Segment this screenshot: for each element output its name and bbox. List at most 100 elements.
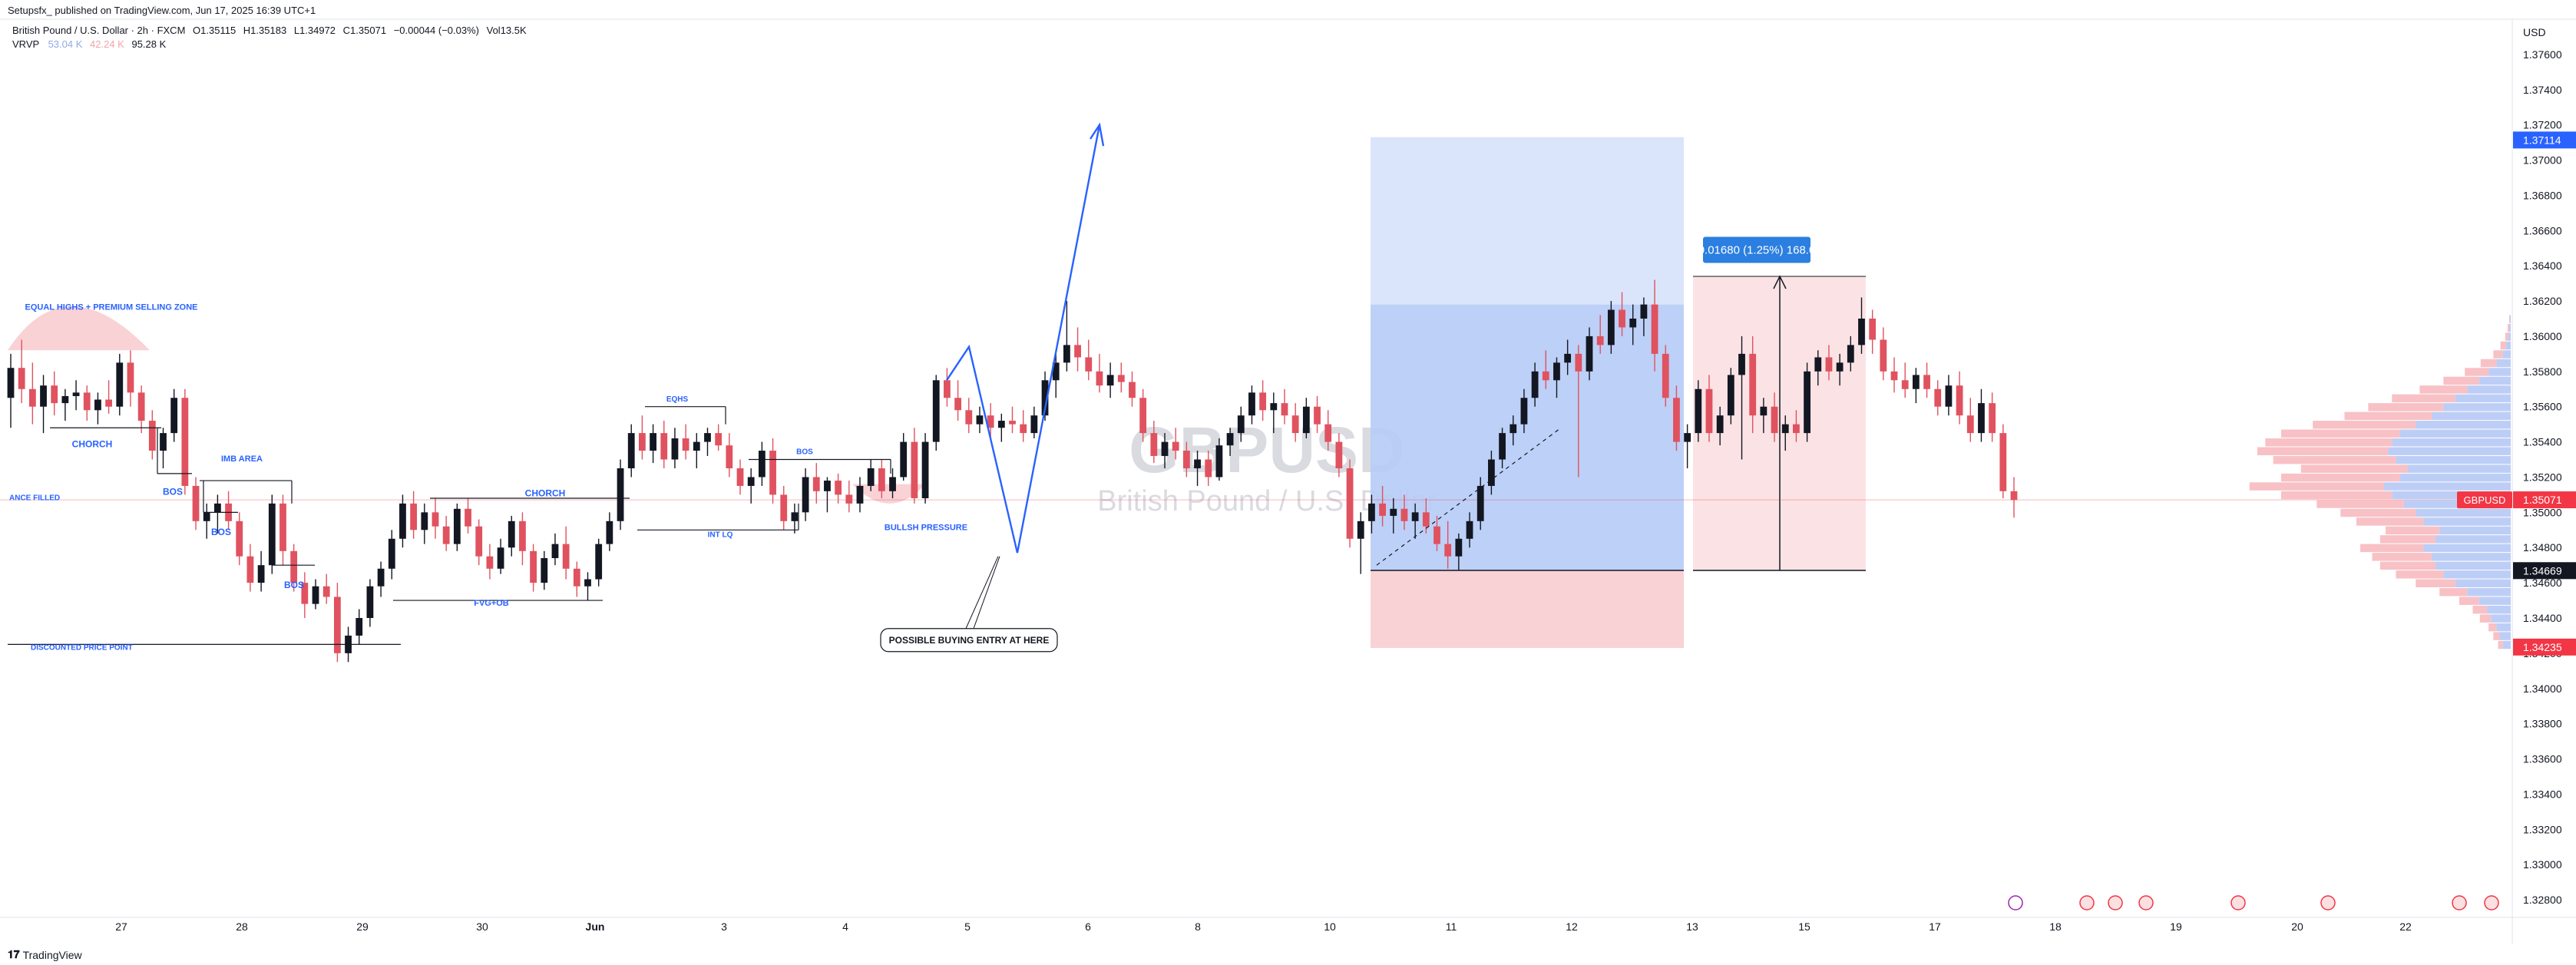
time-tick-label: Jun — [586, 920, 605, 933]
candle-body — [1226, 433, 1234, 446]
candle-body — [18, 368, 25, 389]
candle-body — [1978, 403, 1985, 434]
candle-body — [28, 388, 36, 407]
candle-body — [1314, 406, 1321, 425]
vrvp-down-bar — [2379, 535, 2436, 544]
price-tag-box — [2513, 562, 2576, 580]
candle-body — [976, 415, 984, 425]
vrvp-down-bar — [2472, 605, 2488, 614]
vrvp-down-bar — [2443, 376, 2479, 385]
lightning-event-icon — [2008, 895, 2023, 910]
annotation-imb-area: IMB AREA — [221, 454, 263, 464]
time-tick-label: 8 — [1195, 920, 1201, 933]
candle-body — [148, 421, 156, 451]
candle-body — [900, 441, 908, 478]
candle-body — [1476, 485, 1484, 521]
price-tick-label: 1.36000 — [2523, 330, 2562, 342]
vrvp-down-bar — [2280, 473, 2400, 482]
candle-body — [617, 468, 624, 521]
candle-body — [856, 485, 864, 504]
time-tick-label: 13 — [1686, 920, 1698, 933]
vrvp-up-bar — [2423, 517, 2511, 526]
vrvp-down-bar — [2386, 526, 2440, 535]
candle-body — [1564, 353, 1572, 363]
candle-body — [116, 362, 124, 407]
candle-body — [867, 468, 875, 486]
vrvp-down-bar — [2249, 482, 2384, 491]
annotation-int-lq: INT LQ — [708, 530, 733, 539]
candle-body — [997, 421, 1005, 428]
candle-body — [1890, 371, 1898, 381]
candle-body — [1945, 385, 1953, 407]
candle-body — [312, 586, 319, 604]
candle-body — [1510, 424, 1517, 434]
callout-pointer-1 — [965, 556, 999, 629]
candle-body — [508, 521, 515, 548]
news-event-icon — [2230, 895, 2246, 910]
candle-body — [704, 433, 711, 442]
candle-body — [1487, 459, 1495, 486]
candle-body — [824, 481, 831, 491]
candle-body — [1858, 319, 1865, 345]
candle-body — [497, 547, 504, 569]
candle-body — [921, 441, 929, 498]
candle-body — [1466, 521, 1473, 539]
vrvp-up-bar — [2416, 508, 2511, 517]
candle-body — [1433, 526, 1440, 544]
price-tick-label: 1.36600 — [2523, 224, 2562, 236]
vrvp-up-bar — [2505, 341, 2511, 350]
time-tick-label: 3 — [721, 920, 727, 933]
price-tick-label: 1.33400 — [2523, 788, 2562, 800]
vrvp-down-bar — [2372, 553, 2432, 561]
vrvp-up-bar — [2399, 429, 2511, 438]
candle-body — [127, 362, 134, 393]
candle-body — [1607, 309, 1615, 345]
price-tick-label: 1.36200 — [2523, 295, 2562, 307]
vrvp-down-bar — [2360, 544, 2424, 553]
symbol-tag-box — [2457, 491, 2512, 509]
price-tick-label: 1.35200 — [2523, 471, 2562, 483]
news-event-circle — [2079, 895, 2095, 910]
candle-body — [878, 468, 885, 491]
vrvp-down-bar — [2300, 464, 2408, 473]
price-tick-label: 1.37600 — [2523, 48, 2562, 61]
vrvp-down-bar — [2280, 429, 2400, 438]
vrvp-down-bar — [2479, 614, 2492, 623]
candle-body — [399, 503, 406, 539]
indicator-name[interactable]: VRVP — [12, 38, 39, 50]
time-tick-label: 11 — [1446, 920, 1457, 933]
candle-body — [1291, 415, 1299, 434]
candle-body — [1161, 441, 1169, 456]
measure-label-box — [1703, 236, 1810, 263]
projection-arrow-head — [1089, 122, 1105, 147]
candle-body — [257, 565, 265, 583]
price-tick-label: 1.32800 — [2523, 894, 2562, 906]
candle-body — [595, 544, 603, 580]
annotation-premium-zone: EQUAL HIGHS + PREMIUM SELLING ZONE — [25, 303, 197, 312]
vrvp-down-bar — [2273, 455, 2396, 464]
vrvp-down-bar — [2419, 385, 2468, 394]
candle-body — [1324, 424, 1332, 442]
vrvp-down-bar — [2488, 623, 2497, 632]
candle-body — [137, 392, 145, 421]
candle-body — [1281, 403, 1288, 416]
vrvp-down-bar — [2316, 500, 2404, 508]
price-tick-label: 1.35000 — [2523, 506, 2562, 518]
candle-body — [1172, 441, 1179, 451]
candle-body — [671, 438, 679, 460]
vrvp-down-bar — [2368, 403, 2444, 411]
price-tick-label: 1.35600 — [2523, 401, 2562, 413]
candle-body — [1182, 451, 1190, 468]
vrvp-up-bar — [2416, 421, 2511, 429]
news-event-circle — [2108, 895, 2123, 910]
price-tick-label: 1.36800 — [2523, 189, 2562, 201]
vrvp-down-bar — [2465, 368, 2489, 376]
candle-body — [1455, 538, 1463, 557]
vrvp-up-bar — [2508, 332, 2511, 341]
vrvp-up-bar — [2488, 368, 2511, 376]
candle-body — [802, 477, 809, 513]
annotation-bullish-pressure: BULLSH PRESSURE — [885, 523, 967, 532]
candle-body — [1129, 382, 1136, 398]
